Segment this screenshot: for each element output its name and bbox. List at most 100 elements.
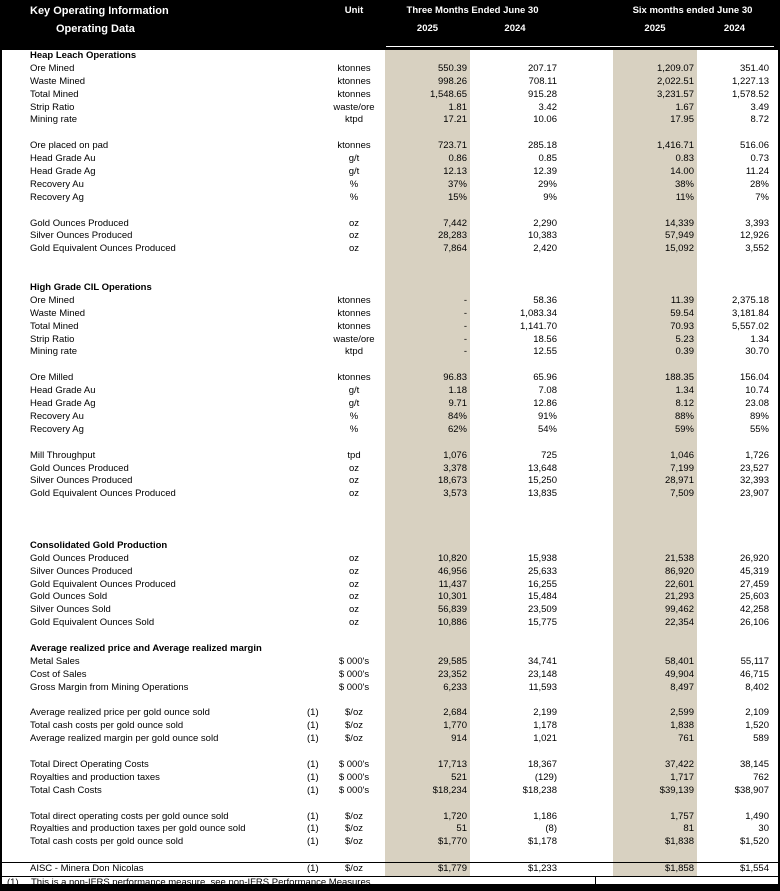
row-note <box>305 398 323 411</box>
row-label: Mill Throughput <box>30 449 96 461</box>
value-6m-2025: 1,838 <box>613 720 697 734</box>
value-3m-2025 <box>385 797 470 811</box>
value-3m-2025: $18,234 <box>385 784 470 798</box>
data-row: Gold Equivalent Ounces Sold oz 10,886 15,77… <box>2 617 778 631</box>
value-3m-2024: $18,238 <box>522 784 557 796</box>
value-3m-2024: 11,593 <box>528 681 557 693</box>
spacer-row <box>2 630 778 643</box>
data-row: Head Grade Ag g/t 12.13 12.39 14.00 11.24 <box>2 166 778 179</box>
value-6m-2024 <box>697 630 772 643</box>
data-row: Gold Ounces Produced oz 3,378 13,648 7,199 23… <box>2 462 778 476</box>
row-unit <box>323 695 385 708</box>
row-label: Heap Leach Operations <box>30 50 137 61</box>
row-note <box>305 424 323 437</box>
year-header-3m-2024: 2024 <box>504 23 526 34</box>
column-gap <box>560 591 613 604</box>
footnote-cell-divider <box>595 877 596 884</box>
row-note <box>305 308 323 321</box>
row-unit: $/oz <box>345 863 363 875</box>
value-3m-2025 <box>385 514 470 527</box>
row-note <box>305 527 323 540</box>
value-3m-2024: 1,021 <box>533 733 557 745</box>
row-note: (1) <box>307 823 319 835</box>
row-label: Recovery Ag <box>30 191 84 203</box>
value-3m-2024 <box>470 695 560 708</box>
value-3m-2024 <box>470 501 560 514</box>
value-6m-2025: 57,949 <box>613 230 697 244</box>
value-6m-2024: 11.24 <box>745 166 769 178</box>
value-3m-2024 <box>470 282 560 295</box>
value-6m-2024: $38,907 <box>734 784 769 796</box>
column-gap <box>560 166 613 179</box>
value-3m-2024: 15,775 <box>527 617 557 629</box>
value-3m-2024: 12.55 <box>533 346 557 358</box>
six-months-group-header: Six months ended June 30 <box>632 5 753 16</box>
column-gap <box>560 346 613 359</box>
data-row: Gold Ounces Sold oz 10,301 15,484 21,293 25,6… <box>2 591 778 605</box>
value-3m-2025: 550.39 <box>385 62 470 76</box>
value-3m-2024 <box>470 359 560 372</box>
row-label: Waste Mined <box>30 75 86 87</box>
row-note <box>305 798 323 811</box>
row-unit: tpd <box>347 449 361 461</box>
row-unit: $ 000's <box>338 681 370 693</box>
value-6m-2024: 1,520 <box>745 720 769 732</box>
value-3m-2024 <box>470 798 560 811</box>
value-6m-2024: 46,715 <box>739 668 769 680</box>
value-6m-2024: 38,145 <box>739 758 769 770</box>
row-label: Total Mined <box>30 88 79 100</box>
value-3m-2024: 13,648 <box>527 462 557 474</box>
row-note <box>305 282 323 295</box>
row-label: Consolidated Gold Production <box>30 539 168 551</box>
spacer-row <box>2 436 778 450</box>
column-gap <box>560 733 613 746</box>
row-unit: oz <box>348 488 360 500</box>
data-row: Total Mined ktonnes - 1,141.70 70.93 5,557.02 <box>2 320 778 334</box>
row-label: Total cash costs per gold ounce sold <box>30 836 184 848</box>
row-unit: oz <box>348 462 360 474</box>
row-label: Recovery Ag <box>30 423 84 435</box>
spacer-row <box>2 359 778 373</box>
value-6m-2025 <box>613 642 697 656</box>
row-label: Total Mined <box>30 320 79 332</box>
row-label: Mining rate <box>30 114 77 126</box>
value-6m-2024 <box>697 798 772 811</box>
value-6m-2025: 14.00 <box>613 166 697 179</box>
column-gap <box>560 617 613 630</box>
row-note <box>305 553 323 566</box>
row-unit: ktonnes <box>337 88 371 100</box>
row-note <box>305 89 323 102</box>
row-note <box>305 230 323 243</box>
column-gap <box>560 579 613 592</box>
header-spacer <box>305 5 323 23</box>
report-title: Key Operating Information <box>30 5 169 17</box>
footnote-marker: (1) <box>7 877 19 888</box>
value-3m-2025 <box>385 204 470 218</box>
row-unit: $ 000's <box>338 771 370 783</box>
column-gap <box>560 682 613 695</box>
row-note <box>305 295 323 308</box>
value-3m-2024: 34,741 <box>527 655 557 667</box>
header-row-1: Key Operating Information Unit Three Mon… <box>2 5 778 23</box>
value-6m-2024: 1,227.13 <box>732 75 769 87</box>
value-6m-2024: 1,490 <box>745 810 769 822</box>
value-6m-2024 <box>697 256 772 269</box>
row-unit: g/t <box>348 166 360 178</box>
column-gap <box>560 553 613 566</box>
value-6m-2025 <box>613 269 697 283</box>
spacer-row <box>2 501 778 515</box>
row-note <box>305 514 323 527</box>
value-6m-2024: 8,402 <box>745 681 769 693</box>
row-note <box>305 218 323 231</box>
data-row: Ore Mined ktonnes 550.39 207.17 1,209.07 351.… <box>2 62 778 76</box>
column-gap <box>560 604 613 617</box>
row-label: Silver Ounces Sold <box>30 604 111 616</box>
value-3m-2025: 10,301 <box>385 591 470 605</box>
value-3m-2025: 3,573 <box>385 488 470 502</box>
value-3m-2025 <box>385 849 470 863</box>
value-6m-2024: 3.49 <box>750 101 770 113</box>
row-note <box>305 372 323 385</box>
row-label <box>30 501 305 514</box>
row-unit: oz <box>348 617 360 629</box>
column-gap <box>560 282 613 295</box>
